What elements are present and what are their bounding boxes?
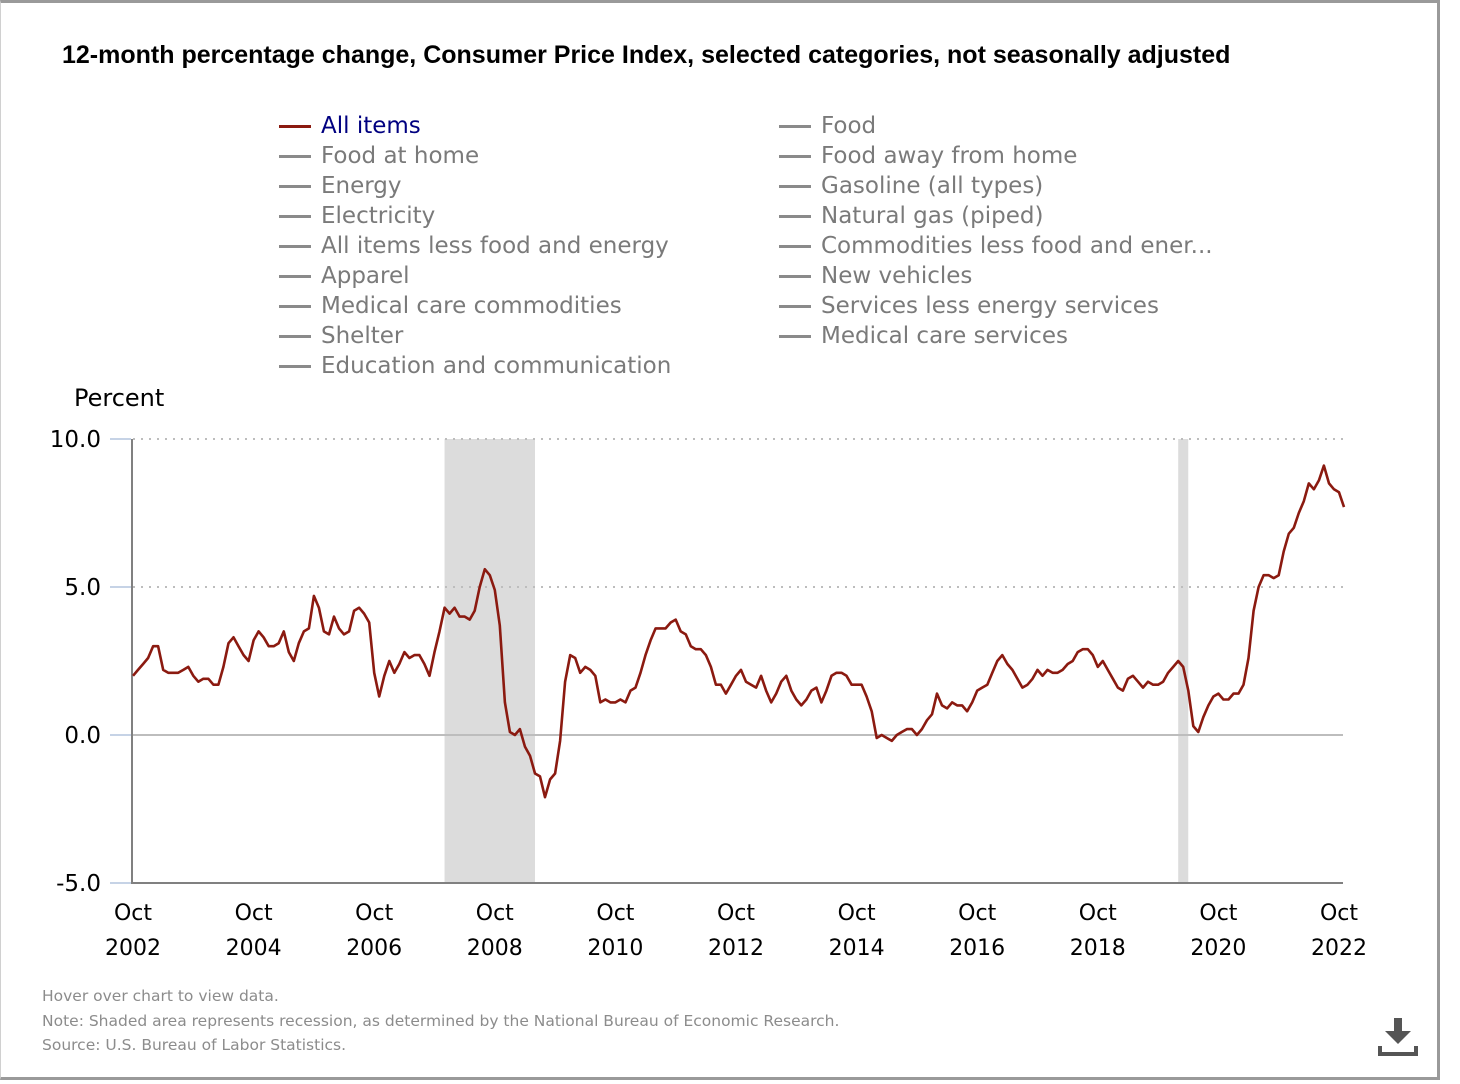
hover-hint: Hover over chart to view data.: [42, 987, 279, 1005]
legend-label: New vehicles: [821, 263, 973, 289]
legend-item[interactable]: Education and communication: [279, 351, 671, 381]
line-chart[interactable]: 10.0 5.0 0.0 -5.0 Oct 2002 Oct 2004 Oct 2006 Oct 20…: [0, 0, 1460, 980]
legend-item[interactable]: Medical care commodities: [279, 291, 671, 321]
legend-left-column: All items Food at home Energy Electricity Al…: [279, 111, 671, 381]
legend-line-icon: [279, 364, 311, 368]
recession-band: [1178, 439, 1189, 883]
legend-line-icon: [779, 184, 811, 188]
legend-item[interactable]: New vehicles: [779, 261, 1213, 291]
legend-item[interactable]: Electricity: [279, 201, 671, 231]
legend-line-icon: [279, 334, 311, 338]
legend-label: Energy: [321, 173, 402, 199]
legend-line-icon: [779, 244, 811, 248]
y-tick-label: 0.0: [64, 723, 101, 749]
legend-label: Commodities less food and ener...: [821, 233, 1213, 259]
legend-line-icon: [279, 214, 311, 218]
x-tick-year-label: 2020: [1190, 936, 1246, 961]
x-tick-year-label: 2002: [105, 936, 161, 961]
legend-label: Medical care services: [821, 323, 1068, 349]
recession-note: Note: Shaded area represents recession, …: [42, 1011, 840, 1030]
x-tick-year-label: 2022: [1311, 936, 1367, 961]
legend-item[interactable]: Gasoline (all types): [779, 171, 1213, 201]
x-tick-month-label: Oct: [717, 901, 755, 926]
x-tick-month-label: Oct: [476, 901, 514, 926]
x-tick-year-label: 2010: [587, 936, 643, 961]
legend-label: Education and communication: [321, 353, 672, 379]
legend-item[interactable]: Commodities less food and ener...: [779, 231, 1213, 261]
x-tick-year-label: 2006: [346, 936, 402, 961]
x-tick-month-label: Oct: [355, 901, 393, 926]
x-tick-year-label: 2012: [708, 936, 764, 961]
chart-title: 12-month percentage change, Consumer Pri…: [62, 41, 1231, 69]
legend-label: Apparel: [321, 263, 410, 289]
legend-label: Electricity: [321, 203, 436, 229]
legend-item[interactable]: Medical care services: [779, 321, 1213, 351]
legend-label: Medical care commodities: [321, 293, 622, 319]
legend-label: All items: [321, 113, 421, 139]
legend-item[interactable]: All items: [279, 111, 671, 141]
x-tick-month-label: Oct: [1320, 901, 1358, 926]
legend-item[interactable]: Food at home: [279, 141, 671, 171]
recession-band: [444, 439, 535, 883]
legend-line-icon: [779, 334, 811, 338]
legend-line-icon: [779, 274, 811, 278]
legend-right-column: Food Food away from home Gasoline (all typ…: [779, 111, 1213, 351]
legend-item[interactable]: Energy: [279, 171, 671, 201]
legend-item[interactable]: Food: [779, 111, 1213, 141]
legend-line-icon: [779, 154, 811, 158]
chart-footer: Hover over chart to view data. Note: Sha…: [42, 984, 839, 1058]
legend-label: Food: [821, 113, 877, 139]
legend-line-icon: [279, 304, 311, 308]
legend-line-icon: [779, 214, 811, 218]
download-icon: [1378, 1018, 1418, 1056]
x-tick-month-label: Oct: [235, 901, 273, 926]
source-note: Source: U.S. Bureau of Labor Statistics.: [42, 1036, 347, 1054]
legend-item[interactable]: All items less food and energy: [279, 231, 671, 261]
legend-line-icon: [279, 244, 311, 248]
legend-item[interactable]: Natural gas (piped): [779, 201, 1213, 231]
legend-line-icon: [779, 124, 811, 128]
legend-label: Services less energy services: [821, 293, 1159, 319]
legend-line-icon: [779, 304, 811, 308]
legend-line-icon: [279, 274, 311, 278]
x-tick-year-label: 2014: [829, 936, 885, 961]
legend-line-icon: [279, 184, 311, 188]
x-tick-year-label: 2004: [226, 936, 282, 961]
legend-item[interactable]: Food away from home: [779, 141, 1213, 171]
x-tick-month-label: Oct: [838, 901, 876, 926]
legend-item[interactable]: Shelter: [279, 321, 671, 351]
legend-label: All items less food and energy: [321, 233, 669, 259]
legend-label: Gasoline (all types): [821, 173, 1044, 199]
legend-item[interactable]: Apparel: [279, 261, 671, 291]
series-line-all-items[interactable]: [132, 464, 1346, 799]
legend-label: Shelter: [321, 323, 404, 349]
legend-line-icon: [279, 124, 311, 128]
legend-label: Natural gas (piped): [821, 203, 1044, 229]
y-axis-label: Percent: [74, 384, 165, 412]
x-tick-year-label: 2018: [1070, 936, 1126, 961]
y-tick-label: -5.0: [56, 871, 101, 897]
legend-label: Food at home: [321, 143, 480, 169]
legend-label: Food away from home: [821, 143, 1078, 169]
x-tick-month-label: Oct: [958, 901, 996, 926]
x-tick-month-label: Oct: [1079, 901, 1117, 926]
x-tick-month-label: Oct: [114, 901, 152, 926]
download-button[interactable]: [1376, 1014, 1420, 1058]
x-tick-month-label: Oct: [596, 901, 634, 926]
y-tick-label: 10.0: [50, 427, 101, 453]
x-tick-year-label: 2016: [949, 936, 1005, 961]
y-tick-label: 5.0: [64, 575, 101, 601]
x-tick-year-label: 2008: [467, 936, 523, 961]
x-tick-month-label: Oct: [1199, 901, 1237, 926]
legend-line-icon: [279, 154, 311, 158]
legend-item[interactable]: Services less energy services: [779, 291, 1213, 321]
